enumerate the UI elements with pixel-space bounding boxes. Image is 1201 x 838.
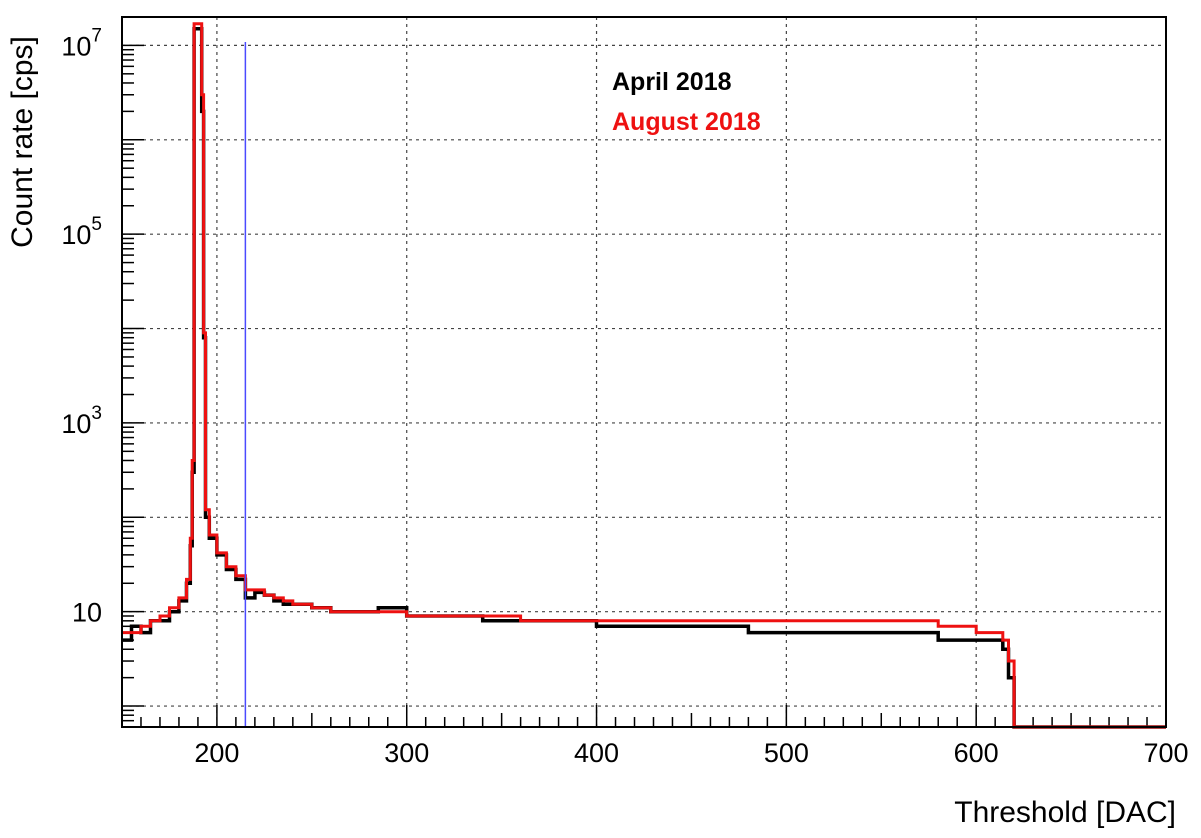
x-tick-label: 500	[764, 738, 809, 768]
legend-entry-august-2018: August 2018	[612, 108, 761, 136]
y-tick-exponent: 3	[91, 403, 102, 424]
y-tick-base: 10	[61, 31, 91, 61]
x-tick-label: 400	[574, 738, 619, 768]
x-tick-labels: 200 300 400 500 600 700	[194, 738, 1188, 768]
legend-entry-april-2018: April 2018	[612, 68, 732, 96]
y-tick-base: 10	[61, 220, 91, 250]
y-tick-exponent: 7	[91, 25, 102, 46]
x-tick-label: 600	[954, 738, 999, 768]
x-tick-label: 200	[194, 738, 239, 768]
legend: April 2018 August 2018	[612, 68, 761, 136]
series-line-august-2018	[122, 22, 1166, 729]
plot-frame	[121, 16, 1167, 728]
grid-lines	[122, 17, 1166, 727]
y-tick-label: 10	[72, 598, 102, 628]
y-tick-label: 107	[61, 25, 102, 61]
x-tick-label: 300	[384, 738, 429, 768]
x-tick-label: 700	[1143, 738, 1188, 768]
series-layer	[122, 22, 1166, 729]
y-axis-title: Count rate [cps]	[6, 36, 39, 248]
y-tick-label: 105	[61, 214, 102, 250]
x-axis-title: Threshold [DAC]	[954, 796, 1176, 829]
y-tick-base: 10	[72, 598, 102, 628]
y-tick-base: 10	[61, 409, 91, 439]
y-tick-label: 103	[61, 403, 102, 439]
y-tick-exponent: 5	[91, 214, 102, 235]
